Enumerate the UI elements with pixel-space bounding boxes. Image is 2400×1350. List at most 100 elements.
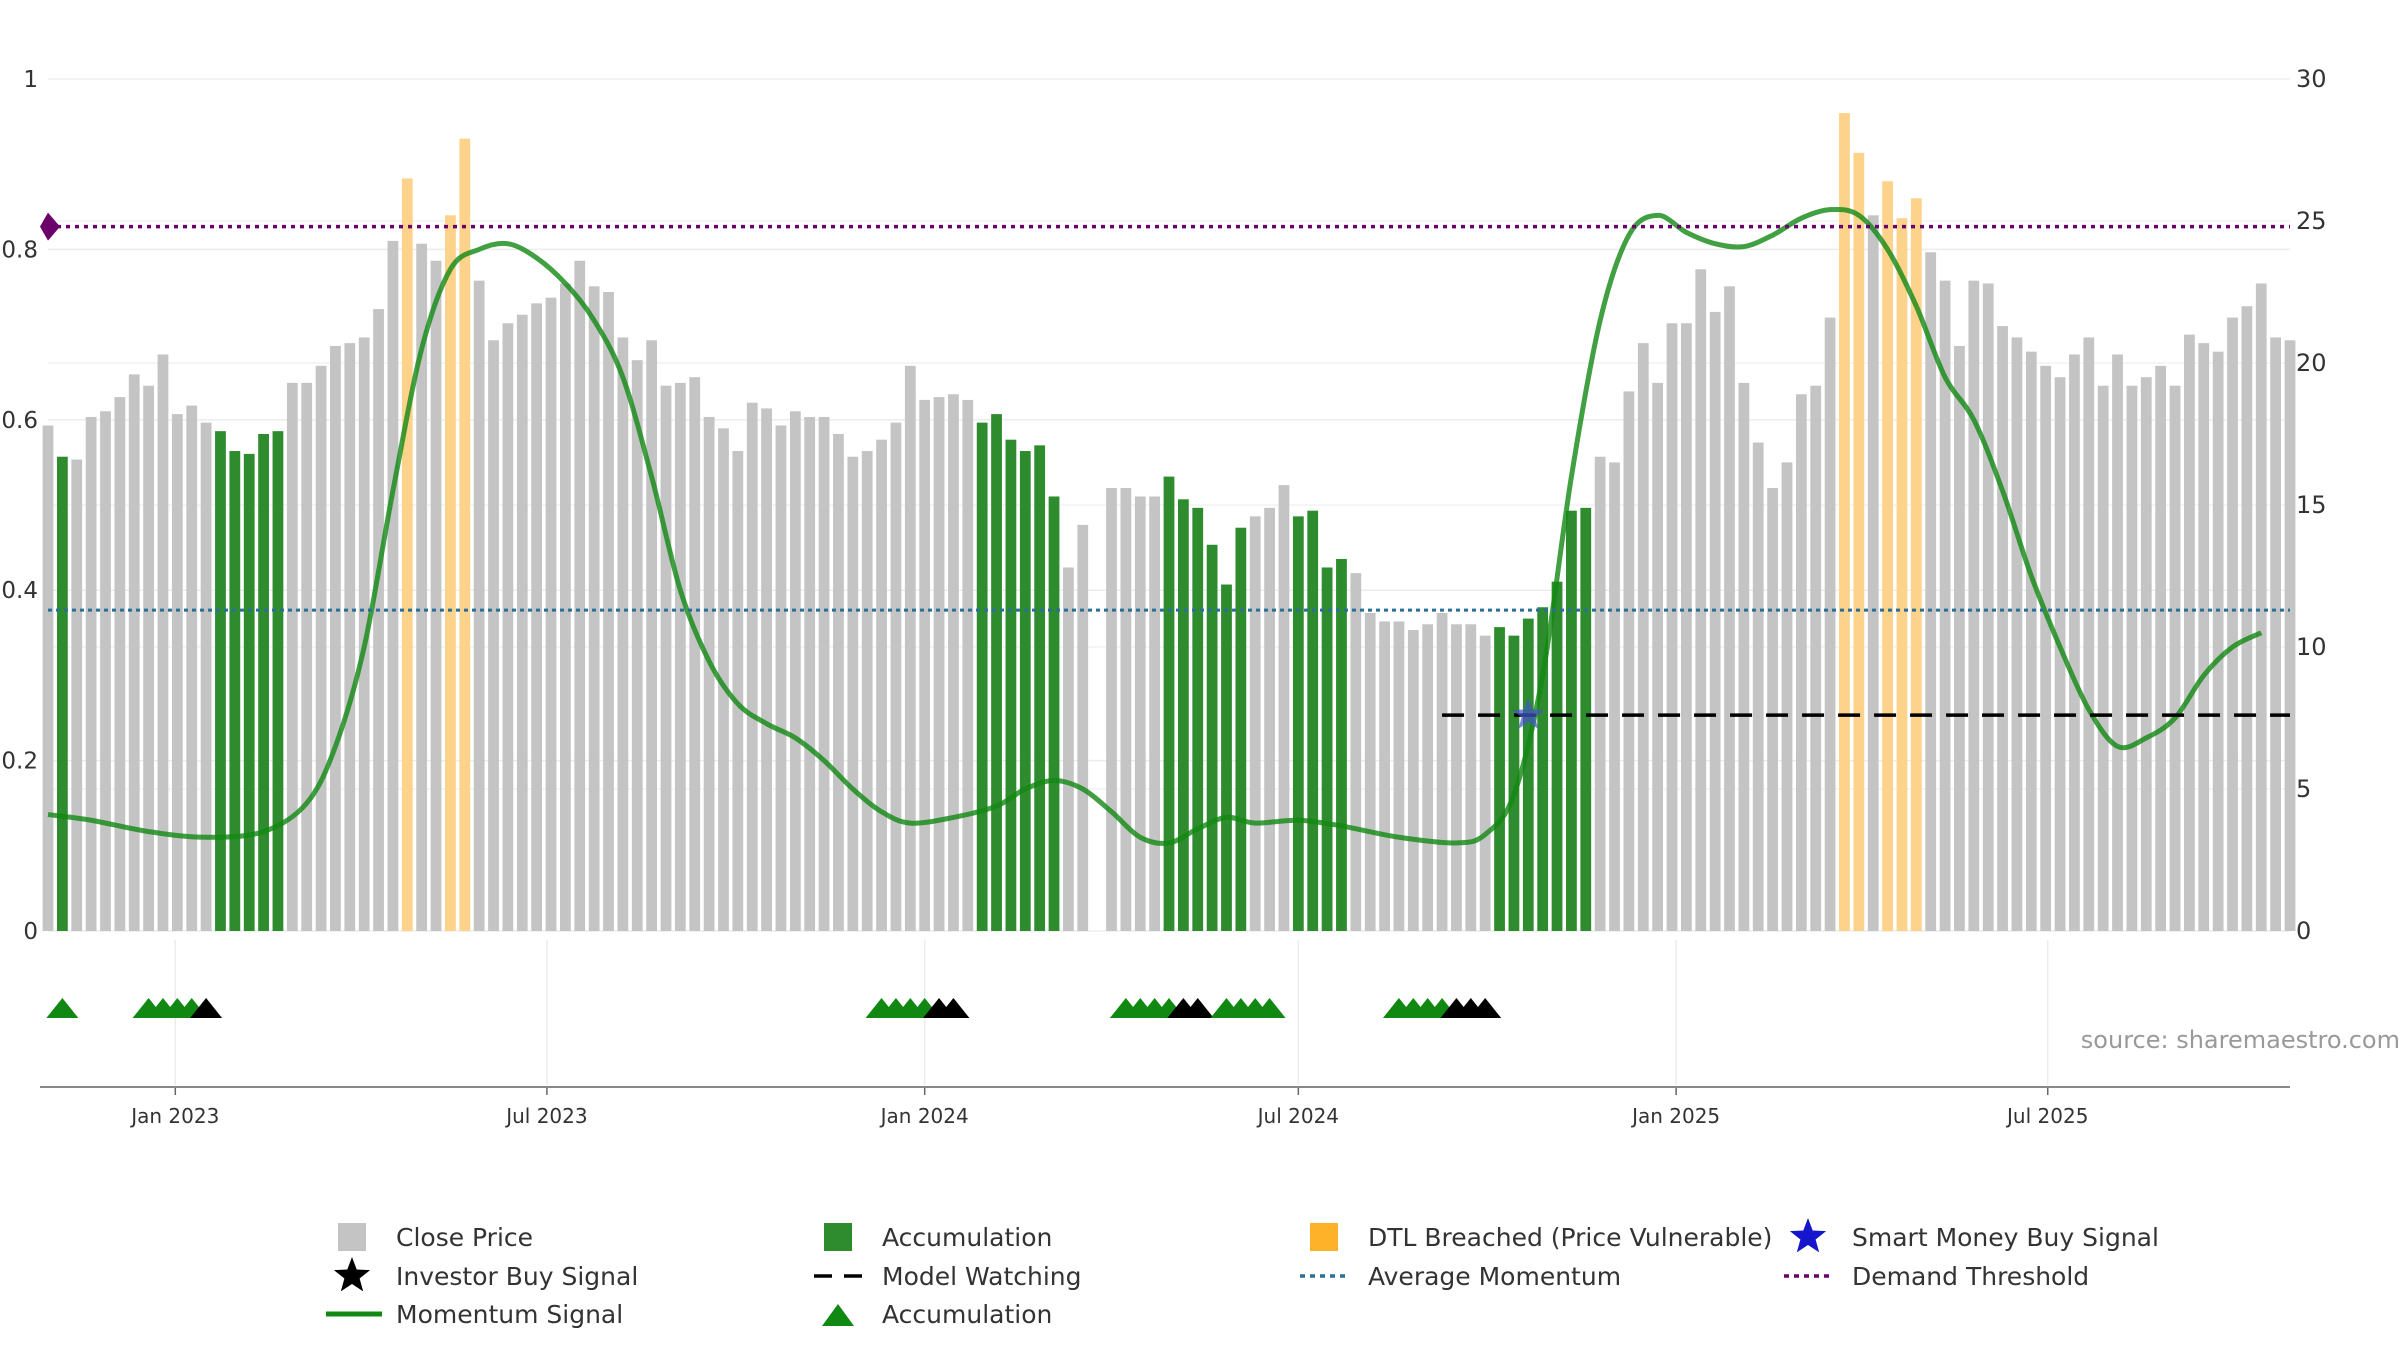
close-price-bar — [1767, 487, 1779, 931]
accumulation-bar — [56, 456, 68, 931]
accumulation-bar — [976, 422, 988, 931]
close-price-bar — [301, 382, 313, 931]
close-price-bar — [660, 385, 672, 932]
close-price-bar — [85, 416, 97, 932]
close-price-bar — [358, 337, 370, 931]
accumulation-bar — [1566, 510, 1577, 931]
legend-label: Investor Buy Signal — [396, 1262, 638, 1291]
x-tick-label: Jul 2023 — [504, 1104, 587, 1128]
y-right-tick-label: 5 — [2296, 775, 2311, 803]
accumulation-marker — [1253, 998, 1286, 1018]
smart-money-buy-star — [1512, 698, 1545, 729]
close-price-bar — [1422, 624, 1434, 931]
legend-item: Average Momentum — [1300, 1262, 1621, 1291]
close-price-bar — [1709, 311, 1721, 931]
close-price-bar — [1810, 385, 1822, 932]
close-price-bar — [157, 354, 169, 932]
x-tick-label: Jan 2024 — [879, 1104, 969, 1128]
close-price-bar — [143, 385, 154, 932]
legend-label: Close Price — [396, 1223, 533, 1252]
legend-item: DTL Breached (Price Vulnerable) — [1310, 1223, 1772, 1252]
close-price-bar — [2212, 351, 2224, 931]
y-right-tick-label: 30 — [2296, 65, 2327, 93]
dtl-breached-bar — [1910, 198, 1922, 931]
accumulation-bar — [1034, 445, 1046, 931]
close-price-bar — [2270, 337, 2282, 931]
close-price-bar — [315, 365, 327, 932]
close-price-bar — [703, 416, 715, 932]
close-price-bar — [861, 451, 873, 931]
signal-markers — [46, 998, 1502, 1018]
close-price-bar — [1264, 507, 1275, 931]
close-price-bar — [818, 416, 830, 932]
accumulation-bar — [1551, 581, 1563, 931]
accumulation-bar — [1177, 499, 1189, 931]
close-price-bar — [2155, 365, 2167, 932]
close-price-bar — [1666, 323, 1678, 931]
close-price-bar — [890, 422, 902, 931]
y-left-tick-label: 1 — [23, 67, 38, 93]
close-price-bar — [42, 425, 54, 931]
accumulation-bar — [991, 414, 1002, 931]
close-price-bar — [1968, 280, 1980, 931]
close-price-bar — [2140, 377, 2152, 931]
close-price-bar — [1954, 345, 1965, 932]
legend-label: DTL Breached (Price Vulnerable) — [1368, 1223, 1772, 1252]
legend-item: Smart Money Buy Signal — [1789, 1218, 2159, 1253]
accumulation-bar — [1221, 584, 1232, 931]
legend-label: Model Watching — [882, 1262, 1082, 1291]
close-price-bar — [646, 340, 658, 931]
accumulation-bar — [1005, 439, 1017, 931]
legend-label: Momentum Signal — [396, 1300, 623, 1329]
close-price-bar — [171, 414, 183, 931]
close-price-bar — [962, 399, 974, 931]
close-price-bar — [1149, 496, 1161, 931]
x-tick-label: Jan 2025 — [1630, 1104, 1720, 1128]
legend-item: Model Watching — [814, 1262, 1082, 1291]
close-price-bar — [114, 397, 126, 932]
legend-item: Momentum Signal — [326, 1300, 623, 1329]
legend-swatch — [1310, 1223, 1338, 1251]
dtl-breached-bar — [1896, 218, 1908, 931]
close-price-bar — [1063, 567, 1074, 931]
close-price-bar — [430, 260, 442, 931]
close-price-bar — [128, 374, 140, 931]
close-price-bars — [42, 113, 2296, 932]
legend-swatch — [824, 1223, 852, 1251]
close-price-bar — [1867, 215, 1879, 931]
close-price-bar — [718, 428, 729, 931]
close-price-bar — [574, 260, 586, 931]
close-price-bar — [1637, 343, 1649, 931]
close-price-bar — [531, 303, 543, 931]
close-price-bar — [2169, 385, 2181, 932]
close-price-bar — [1939, 280, 1951, 931]
close-price-bar — [2112, 354, 2123, 932]
accumulation-bar — [1206, 544, 1218, 931]
accumulation-bar — [1580, 507, 1592, 931]
close-price-bar — [387, 240, 399, 931]
dtl-breached-bar — [1853, 152, 1865, 932]
legend-item: Close Price — [338, 1223, 533, 1252]
close-price-bar — [559, 283, 571, 932]
close-price-bar — [617, 337, 629, 931]
legend-swatch — [338, 1223, 366, 1251]
close-price-bar — [2011, 337, 2023, 931]
close-price-bar — [1350, 573, 1362, 931]
close-price-bar — [732, 451, 744, 931]
dtl-breached-bar — [459, 138, 471, 931]
accumulation-bar — [1336, 558, 1347, 931]
close-price-bar — [833, 434, 844, 931]
dtl-breached-bar — [1882, 181, 1893, 932]
accumulation-bar — [1508, 635, 1520, 931]
accumulation-bar — [229, 451, 241, 931]
legend-label: Accumulation — [882, 1300, 1052, 1329]
close-price-bar — [516, 314, 528, 932]
accumulation-bar — [1522, 618, 1534, 931]
legend-star-icon — [1789, 1218, 1827, 1253]
close-price-bar — [2097, 385, 2109, 932]
legend-item: Accumulation — [822, 1300, 1052, 1329]
x-tick-label: Jul 2024 — [1256, 1104, 1339, 1128]
accumulation-bar — [1537, 607, 1549, 931]
legend-triangle-icon — [822, 1304, 854, 1326]
